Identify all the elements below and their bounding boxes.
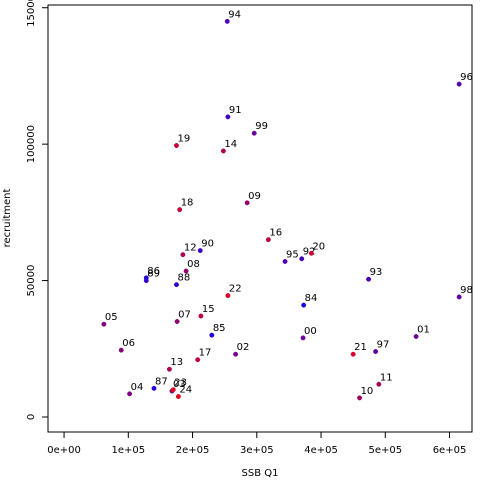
- data-point: [251, 130, 257, 136]
- data-point-label: 04: [131, 382, 144, 393]
- data-point: [456, 294, 462, 300]
- data-point-label: 15: [202, 304, 215, 315]
- y-tick-label: 0: [26, 414, 37, 420]
- data-point: [151, 385, 157, 391]
- data-point-label: 89: [147, 269, 160, 280]
- data-point-label: 95: [286, 249, 299, 260]
- data-point-label: 91: [229, 105, 242, 116]
- data-points: 84 85 86 87 88 89 90 91 92 93 94 95 96 97 98 99 00 01 02 03…: [101, 9, 473, 401]
- data-point-label: 85: [213, 323, 226, 334]
- data-point-label: 97: [377, 340, 390, 351]
- data-point-label: 02: [237, 342, 250, 353]
- data-point-label: 08: [187, 259, 200, 270]
- data-point: [174, 143, 179, 148]
- x-tick-label: 2e+05: [176, 445, 210, 456]
- x-axis: 0e+00 1e+05 2e+05 3e+05 4e+05 5e+05 6e+05: [47, 432, 466, 456]
- data-point-label: 19: [177, 134, 190, 145]
- data-point-label: 87: [155, 376, 168, 387]
- data-point-label: 92: [303, 247, 316, 258]
- data-point-label: 86: [147, 266, 160, 277]
- data-point: [244, 200, 250, 206]
- data-point-label: 98: [460, 285, 473, 296]
- data-point-label: 96: [460, 72, 473, 83]
- data-point: [175, 394, 181, 399]
- data-point-label: 13: [170, 357, 183, 368]
- data-point-label: 99: [255, 121, 268, 132]
- data-point: [166, 366, 172, 372]
- data-point-label: 14: [224, 139, 237, 150]
- y-axis-title: recruitment: [2, 189, 13, 248]
- data-point: [300, 335, 306, 341]
- data-point-label: 93: [370, 267, 383, 278]
- data-point: [174, 319, 180, 324]
- data-point: [209, 332, 215, 338]
- data-point: [197, 248, 203, 254]
- y-tick-label: 100000: [26, 125, 37, 163]
- x-tick-label: 4e+05: [304, 445, 338, 456]
- data-point-label: 94: [228, 9, 241, 20]
- x-tick-label: 6e+05: [433, 445, 467, 456]
- x-tick-label: 5e+05: [368, 445, 402, 456]
- data-point: [225, 114, 231, 120]
- data-point: [456, 81, 462, 87]
- data-point: [357, 395, 363, 401]
- data-point: [180, 252, 186, 258]
- data-point: [376, 381, 382, 387]
- data-point-label: 05: [105, 312, 118, 323]
- data-point: [174, 282, 179, 288]
- y-tick-label: 150000: [26, 0, 37, 27]
- data-point: [170, 387, 176, 393]
- y-tick-label: 50000: [26, 265, 37, 297]
- data-point-label: 06: [122, 338, 135, 349]
- data-point-label: 00: [304, 326, 317, 337]
- y-axis: 0 50000 100000 150000: [26, 0, 48, 420]
- data-point: [127, 391, 133, 397]
- data-point-label: 09: [248, 191, 261, 202]
- data-point-label: 22: [229, 284, 242, 295]
- x-tick-label: 1e+05: [111, 445, 145, 456]
- data-point-label: 21: [354, 342, 367, 353]
- data-point-label: 23: [174, 378, 187, 389]
- data-point: [183, 268, 189, 274]
- data-point-label: 90: [201, 239, 214, 250]
- data-point: [233, 351, 239, 357]
- data-point: [118, 347, 124, 353]
- data-point-label: 20: [312, 241, 325, 252]
- data-point: [373, 349, 379, 354]
- data-point-label: 17: [199, 348, 212, 359]
- data-point: [350, 351, 356, 357]
- data-point-label: 18: [181, 198, 194, 209]
- data-point-label: 10: [361, 386, 374, 397]
- x-tick-label: 3e+05: [240, 445, 274, 456]
- data-point-label: 16: [269, 228, 282, 239]
- data-point: [366, 276, 372, 282]
- data-point-label: 07: [178, 309, 191, 320]
- data-point: [198, 313, 204, 319]
- data-point: [301, 302, 307, 308]
- data-point: [308, 250, 314, 256]
- data-point-label: 12: [184, 243, 197, 254]
- data-point: [265, 237, 271, 243]
- data-point: [195, 357, 201, 363]
- data-point: [177, 207, 183, 213]
- plot-frame: [47, 4, 473, 433]
- data-point-label: 01: [417, 325, 430, 336]
- data-point-label: 11: [380, 372, 393, 383]
- data-point-label: 84: [305, 293, 318, 304]
- data-point: [143, 278, 149, 284]
- x-tick-label: 0e+00: [47, 445, 81, 456]
- data-point-label: 03: [173, 379, 186, 390]
- data-point: [413, 334, 419, 339]
- data-point: [220, 148, 226, 154]
- data-point: [299, 256, 305, 262]
- x-axis-title: SSB Q1: [242, 468, 279, 479]
- data-point-label: 24: [179, 385, 192, 396]
- data-point: [225, 293, 231, 299]
- data-point: [224, 18, 230, 24]
- data-point-label: 88: [177, 273, 190, 284]
- data-point: [282, 259, 288, 264]
- data-point: [101, 321, 107, 327]
